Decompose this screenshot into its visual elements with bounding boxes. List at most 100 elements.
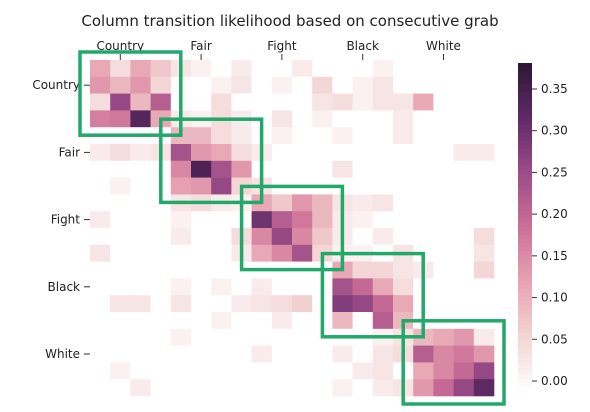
colorbar-segment [518, 177, 532, 183]
heatmap-cell [90, 144, 111, 162]
heatmap-cell [433, 345, 454, 363]
y-tick-label: Black [48, 280, 81, 294]
heatmap-cell [90, 379, 111, 397]
heatmap-cell [473, 379, 495, 397]
heatmap-cell [372, 127, 394, 145]
heatmap-cell [433, 228, 454, 246]
colorbar-segment [518, 71, 532, 76]
heatmap-cell [90, 93, 111, 111]
heatmap-cell [332, 76, 353, 94]
heatmap-cell [312, 76, 333, 94]
heatmap-cell [312, 160, 333, 178]
heatmap-cell [271, 144, 293, 162]
heatmap-cell [433, 362, 454, 380]
heatmap-cell [393, 110, 414, 128]
heatmap-cell [453, 295, 475, 313]
colorbar-segment [518, 120, 532, 126]
heatmap-cell [473, 328, 495, 346]
heatmap-cell [352, 110, 374, 128]
heatmap-cell [130, 312, 151, 330]
heatmap-cell [473, 278, 495, 296]
heatmap-cell [453, 127, 475, 145]
colorbar-segment [518, 165, 532, 171]
heatmap-cell [453, 345, 475, 363]
heatmap-cell [271, 76, 293, 94]
heatmap-cell [433, 127, 454, 145]
heatmap-cell [292, 312, 313, 330]
heatmap-cell [150, 278, 172, 296]
heatmap-cell [231, 362, 252, 380]
heatmap-cell [352, 228, 374, 246]
heatmap-cell [413, 110, 434, 128]
heatmap-cell [473, 211, 495, 229]
heatmap-cell [191, 144, 212, 162]
heatmap-cell [271, 160, 293, 178]
heatmap-cell [211, 328, 232, 346]
heatmap-cell [292, 110, 313, 128]
colorbar-segment [518, 83, 532, 89]
heatmap-cell [352, 261, 374, 279]
colorbar: 0.00 0.05 0.10 0.15 0.20 0.25 0.30 0.35 [518, 63, 568, 392]
heatmap-cell [150, 228, 172, 246]
colorbar-segment [518, 128, 532, 134]
heatmap-cell [170, 345, 192, 363]
y-tick-label: Country [32, 78, 80, 92]
heatmap-cell [453, 278, 475, 296]
colorbar-segment [518, 304, 532, 310]
heatmap-cells [90, 60, 495, 397]
colorbar-tick-label: 0.20 [541, 207, 568, 221]
colorbar-segment [518, 317, 532, 322]
colorbar-segment [518, 104, 532, 109]
heatmap-cell [332, 362, 353, 380]
colorbar-segment [518, 366, 532, 372]
heatmap-cell [413, 76, 434, 94]
heatmap-cell [130, 261, 151, 279]
highlight-box [159, 117, 264, 205]
colorbar-segment [518, 362, 532, 367]
colorbar-segment [518, 173, 532, 179]
heatmap-cell [211, 362, 232, 380]
heatmap-cell [271, 194, 293, 212]
heatmap-cell [413, 177, 434, 195]
heatmap-cell [453, 194, 475, 212]
colorbar-segment [518, 202, 532, 208]
heatmap-cell [413, 345, 434, 363]
heatmap-cell [473, 127, 495, 145]
heatmap-cell [251, 312, 273, 330]
heatmap-cell [352, 144, 374, 162]
heatmap-cell [191, 328, 212, 346]
colorbar-segment [518, 87, 532, 93]
heatmap-cell [110, 278, 131, 296]
heatmap-cell [211, 211, 232, 229]
heatmap-cell [292, 76, 313, 94]
colorbar-segment [518, 75, 532, 80]
heatmap-cell [433, 110, 454, 128]
heatmap-cell [130, 244, 151, 262]
heatmap-cell [393, 295, 414, 313]
heatmap-cell [312, 144, 333, 162]
heatmap-cell [332, 295, 353, 313]
heatmap-cell [292, 127, 313, 145]
heatmap-cell [110, 295, 131, 313]
heatmap-cell [312, 379, 333, 397]
heatmap-cell [90, 177, 111, 195]
heatmap-cell [170, 312, 192, 330]
heatmap-cell [231, 295, 252, 313]
heatmap-cell [130, 110, 151, 128]
heatmap-cell [170, 244, 192, 262]
colorbar-segment [518, 149, 532, 154]
heatmap-cell [231, 379, 252, 397]
heatmap-cell [130, 379, 151, 397]
heatmap-cell [90, 312, 111, 330]
colorbar-segment [518, 181, 532, 187]
colorbar-segment [518, 255, 532, 261]
heatmap-cell [473, 345, 495, 363]
colorbar-segment [518, 251, 532, 257]
heatmap-cell [90, 295, 111, 313]
heatmap-cell [90, 278, 111, 296]
heatmap-cell [130, 76, 151, 94]
colorbar-segment [518, 206, 532, 212]
heatmap-cell [191, 312, 212, 330]
heatmap-cell [413, 127, 434, 145]
colorbar-segment [518, 243, 532, 249]
